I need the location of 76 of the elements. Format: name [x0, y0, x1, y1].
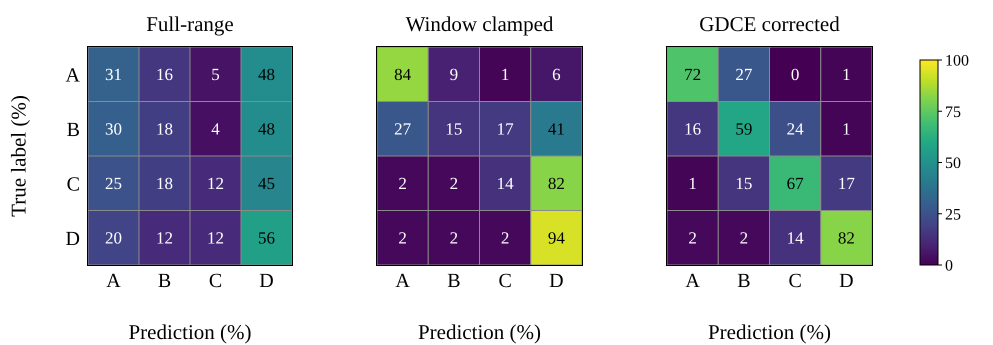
data-label: 2 [450, 174, 458, 194]
data-label: 9 [450, 65, 458, 84]
data-label: 6 [552, 65, 561, 84]
data-label: 4 [211, 120, 220, 139]
data-label: 20 [105, 228, 122, 248]
data-label: 48 [258, 120, 275, 139]
chart-title: Full-range [145, 12, 235, 37]
data-label: 17 [496, 120, 514, 139]
data-label: 12 [207, 228, 224, 248]
data-label: 59 [735, 120, 752, 139]
data-label: 18 [156, 120, 173, 139]
data-label: 41 [548, 120, 565, 139]
data-label: 16 [156, 65, 173, 84]
data-label: 2 [450, 228, 458, 248]
x-tick-label: A [685, 270, 700, 292]
data-label: 2 [398, 228, 407, 248]
data-label: 1 [842, 120, 851, 139]
y-tick-label: A [66, 64, 81, 86]
data-label: 12 [207, 174, 224, 194]
data-label: 2 [398, 174, 407, 194]
data-label: 94 [548, 228, 566, 248]
data-label: 2 [688, 228, 697, 248]
x-tick-label: A [395, 270, 410, 292]
data-label: 82 [838, 228, 855, 248]
x-tick-label: D [549, 270, 564, 292]
y-tick-label: C [66, 173, 80, 196]
data-label: 31 [105, 65, 122, 84]
y-tick-label: D [66, 228, 80, 250]
x-tick-label: B [737, 270, 751, 292]
data-label: 0 [790, 65, 800, 84]
x-axis-title: Prediction (%) [708, 320, 832, 344]
data-label: 2 [500, 228, 510, 248]
y-axis-title: True label (%) [6, 95, 30, 217]
chart-title: GDCE corrected [698, 12, 841, 37]
data-label: 84 [394, 65, 412, 84]
x-tick-label: C [788, 270, 802, 292]
color-bar-label: 25 [945, 206, 961, 224]
x-tick-label: C [208, 270, 222, 292]
chart-title: Window clamped [404, 12, 554, 37]
data-label: 67 [786, 174, 804, 194]
data-label: 1 [842, 65, 851, 84]
data-label: 15 [445, 120, 462, 139]
x-tick-label: C [498, 270, 512, 292]
data-label: 14 [496, 174, 514, 194]
data-label: 1 [688, 174, 697, 194]
color-bar-label: 50 [945, 155, 961, 172]
x-axis-title: Prediction (%) [128, 320, 252, 344]
data-label: 14 [786, 228, 804, 248]
data-label: 16 [684, 120, 702, 139]
x-tick-label: D [839, 270, 854, 292]
data-label: 72 [684, 65, 702, 84]
y-tick-label: B [66, 118, 80, 141]
data-label: 82 [548, 174, 565, 194]
data-label: 56 [258, 228, 275, 248]
data-label: 17 [838, 174, 856, 194]
data-label: 18 [156, 174, 173, 194]
data-label: 30 [105, 120, 122, 139]
x-axis-title: Prediction (%) [418, 320, 542, 344]
x-tick-label: B [447, 270, 461, 292]
color-bar-label: 0 [945, 258, 953, 275]
data-label: 25 [105, 174, 122, 194]
data-label: 45 [258, 174, 275, 194]
color-bar-label: 75 [945, 104, 961, 121]
x-tick-label: A [106, 270, 122, 292]
x-tick-label: D [259, 270, 274, 292]
data-label: 27 [394, 120, 412, 139]
data-label: 1 [500, 65, 510, 84]
data-label: 5 [211, 65, 220, 84]
data-label: 2 [740, 228, 748, 248]
data-label: 12 [156, 228, 173, 248]
color-bar-label: 100 [945, 52, 969, 70]
data-label: 48 [258, 65, 275, 84]
x-tick-label: B [158, 270, 172, 292]
data-label: 15 [735, 174, 752, 194]
data-label: 24 [786, 120, 804, 139]
data-label: 27 [735, 65, 753, 84]
